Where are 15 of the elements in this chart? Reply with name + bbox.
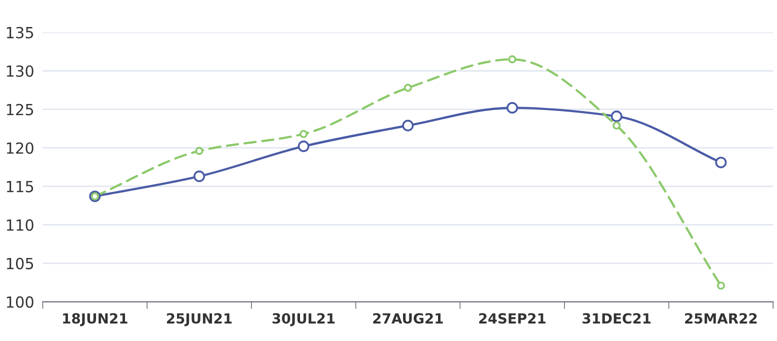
x-tick-label: 25MAR22 — [685, 313, 757, 324]
y-tick-label: 130 — [6, 65, 34, 77]
y-tick-label: 100 — [6, 296, 34, 308]
x-tick-label: 24SEP21 — [479, 313, 546, 324]
y-tick-label: 125 — [6, 104, 34, 116]
y-tick-label: 105 — [6, 258, 34, 270]
y-tick-label: 110 — [6, 219, 34, 231]
y-tick-label: 135 — [6, 26, 34, 38]
y-tick-label: 115 — [6, 181, 34, 192]
x-tick-label: 27AUG21 — [373, 313, 443, 324]
x-tick-label: 30JUL21 — [272, 313, 335, 326]
x-tick-label: 31DEC21 — [582, 313, 651, 324]
y-tick-label: 120 — [6, 142, 34, 154]
x-tick-label: 18JUN21 — [63, 313, 128, 326]
x-tick-label: 25JUN21 — [166, 313, 232, 326]
